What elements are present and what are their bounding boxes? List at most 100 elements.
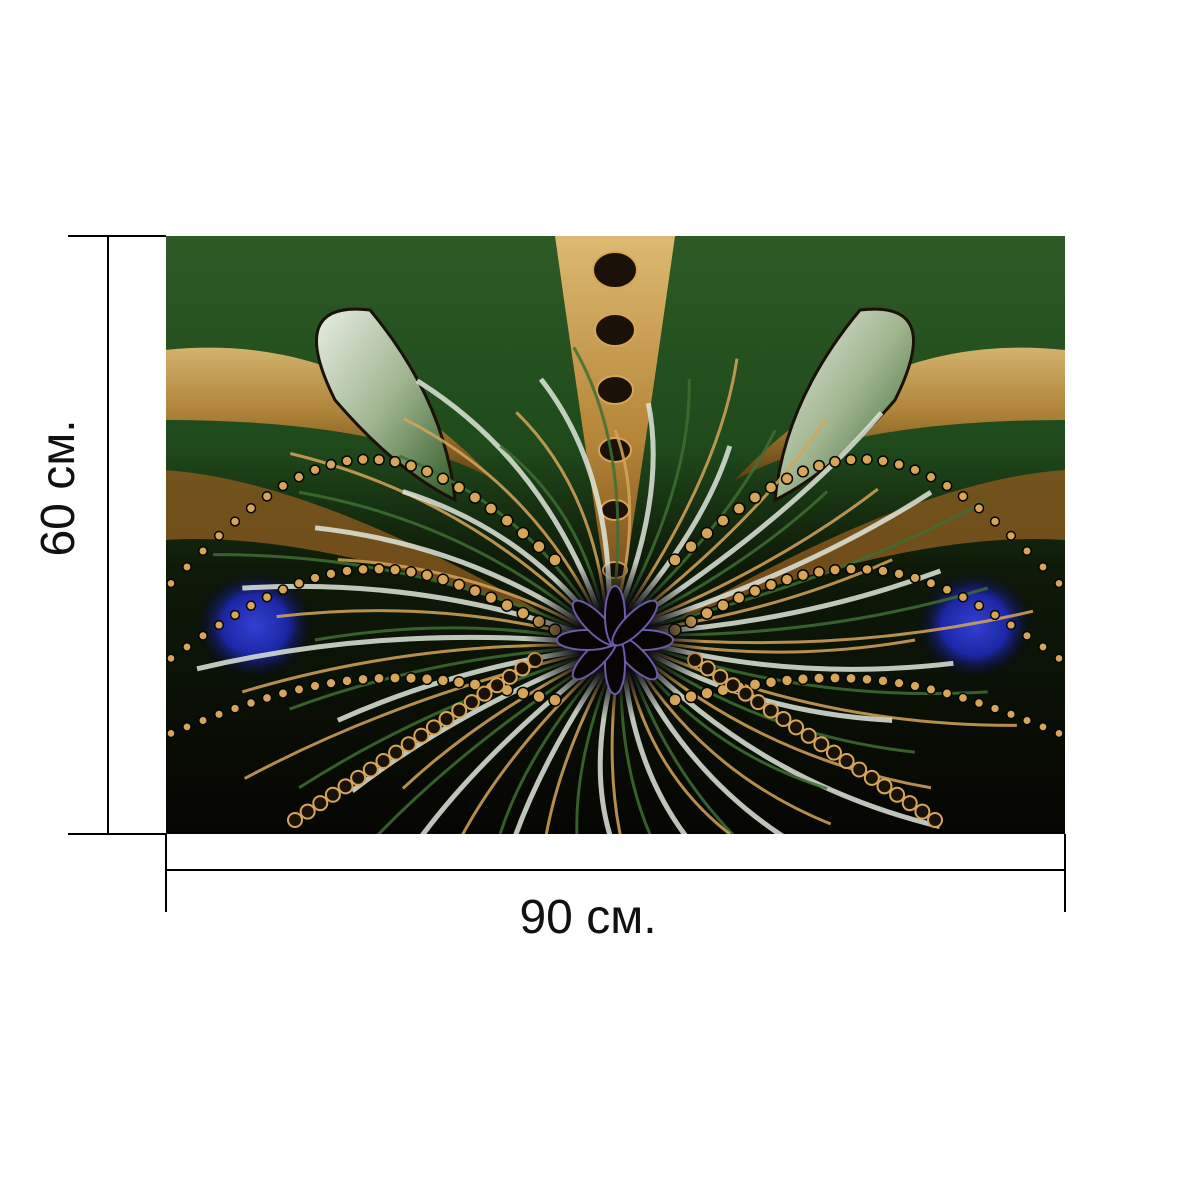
bead — [764, 578, 778, 592]
lower-bead — [463, 694, 480, 711]
bead — [245, 600, 257, 611]
bead — [700, 606, 714, 620]
lower-bead — [813, 736, 830, 753]
bead — [548, 553, 562, 567]
bead — [213, 709, 225, 720]
width-label: 90 см. — [519, 891, 657, 944]
lower-bead — [788, 719, 805, 736]
lower-bead — [775, 710, 792, 727]
bead — [861, 563, 873, 576]
lower-bead — [425, 719, 442, 736]
column-ornament — [596, 375, 634, 405]
bead — [325, 568, 337, 580]
height-label: 60 см. — [32, 419, 85, 557]
bead — [812, 565, 826, 579]
lower-bead — [451, 702, 468, 719]
bead — [925, 471, 937, 483]
lower-bead — [388, 744, 405, 761]
bead — [468, 584, 482, 598]
bead — [748, 491, 762, 504]
bead — [500, 598, 514, 612]
bead — [877, 455, 889, 467]
bead — [357, 563, 369, 576]
bead — [989, 516, 1001, 527]
bead — [198, 546, 208, 557]
bead — [389, 563, 401, 576]
bead — [796, 465, 810, 478]
bead — [341, 455, 353, 467]
bead — [516, 606, 530, 620]
bead — [748, 584, 762, 598]
bead — [893, 677, 905, 689]
bead — [845, 563, 857, 575]
bead — [198, 630, 208, 641]
lower-bead — [863, 769, 880, 786]
bead — [893, 568, 905, 580]
bead — [420, 569, 434, 582]
bead — [532, 689, 546, 704]
bead — [1038, 562, 1048, 572]
bead — [668, 553, 682, 567]
lower-bead — [489, 677, 506, 694]
bead — [229, 609, 241, 621]
bead — [373, 563, 385, 575]
bead — [277, 480, 289, 492]
bead — [941, 584, 953, 596]
lower-bead — [927, 812, 943, 828]
column-ornament — [594, 313, 636, 347]
lower-bead — [914, 803, 931, 820]
bead — [293, 683, 305, 695]
bead — [829, 563, 841, 576]
lower-bead — [299, 803, 316, 820]
bead — [877, 675, 889, 687]
bead — [973, 600, 985, 611]
bead — [277, 688, 289, 699]
bead — [925, 577, 937, 589]
lower-bead — [400, 736, 417, 753]
bead — [389, 672, 401, 684]
bead — [182, 721, 192, 732]
bead — [532, 539, 546, 554]
bead — [909, 572, 921, 584]
bead — [1022, 715, 1032, 726]
bead — [684, 689, 698, 704]
bead — [829, 672, 841, 684]
bead — [796, 569, 810, 582]
bead — [357, 673, 369, 686]
bead — [341, 675, 353, 687]
lower-bead — [324, 786, 341, 803]
bead — [373, 672, 385, 685]
bead — [277, 584, 289, 596]
lower-bead — [350, 769, 367, 786]
bead — [877, 565, 889, 577]
lower-bead — [889, 786, 906, 803]
lower-bead — [337, 778, 354, 795]
lower-bead — [438, 710, 455, 727]
bead — [325, 458, 337, 471]
bead — [500, 514, 514, 528]
bead — [957, 491, 969, 502]
bead — [989, 703, 1001, 714]
bead — [973, 697, 985, 709]
bead — [1054, 578, 1064, 589]
lower-bead — [514, 660, 531, 677]
bead — [780, 674, 794, 687]
bead — [1038, 641, 1048, 652]
bead — [436, 472, 450, 485]
bead — [684, 539, 698, 554]
bead — [468, 678, 482, 691]
lower-bead — [375, 753, 392, 770]
bead — [812, 459, 826, 472]
bead — [796, 672, 810, 686]
lower-bead — [501, 668, 518, 685]
bead — [780, 573, 794, 586]
bead — [357, 453, 369, 466]
bead — [973, 503, 985, 514]
bead — [829, 455, 841, 468]
bead — [748, 678, 762, 691]
bead — [845, 453, 857, 466]
bead — [1005, 619, 1017, 631]
bead — [516, 686, 530, 700]
